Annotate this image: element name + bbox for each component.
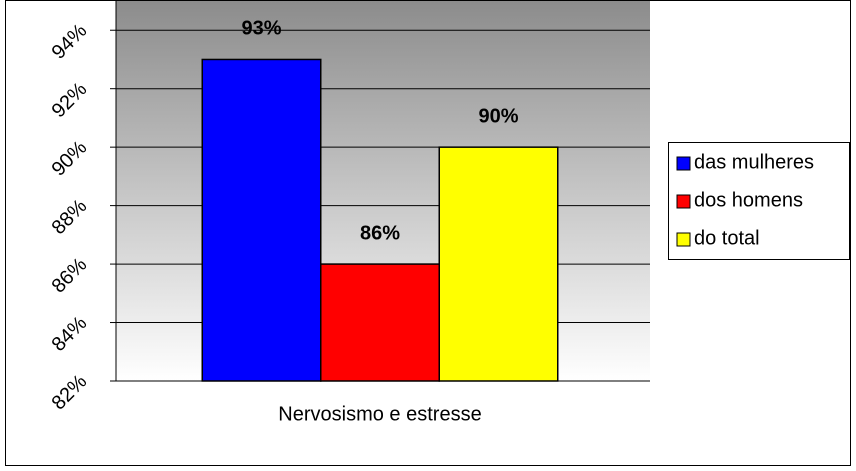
legend-box xyxy=(668,142,850,260)
legend-swatch xyxy=(676,194,691,209)
legend-label: do total xyxy=(694,227,760,249)
x-tick-label: Nervosismo e estresse xyxy=(278,403,481,425)
bar xyxy=(438,146,559,382)
bar xyxy=(320,263,440,382)
legend-swatch xyxy=(676,232,691,247)
value-label: 93% xyxy=(241,18,281,40)
legend-label: das mulheres xyxy=(694,151,814,173)
legend-label: dos homens xyxy=(694,189,803,211)
value-label: 86% xyxy=(360,222,400,244)
bar xyxy=(201,58,322,382)
legend-swatch xyxy=(676,156,691,171)
value-label: 90% xyxy=(478,105,518,127)
